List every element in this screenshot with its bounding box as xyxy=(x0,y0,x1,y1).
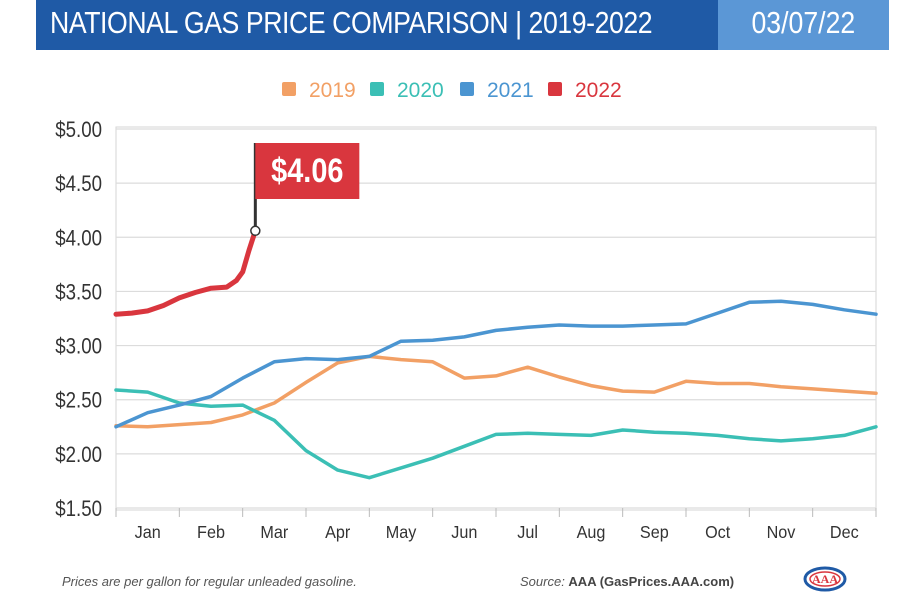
grid-lines xyxy=(116,128,876,509)
chart-title: NATIONAL GAS PRICE COMPARISON | 2019-202… xyxy=(36,0,718,50)
legend-label-2019: 2019 xyxy=(309,79,356,102)
series-lines xyxy=(113,228,878,480)
legend-swatch-2020 xyxy=(370,82,384,96)
y-tick-label: $2.00 xyxy=(55,444,102,468)
legend-label-2021: 2021 xyxy=(487,79,534,102)
x-tick-label: Jun xyxy=(451,522,477,542)
gas-price-chart: 2019 2020 2021 2022 $5.00 $4.50 $4.00 $3.50 $3.… xyxy=(55,79,878,542)
series-line-2019 xyxy=(114,354,878,429)
legend-label-2020: 2020 xyxy=(397,79,444,102)
y-tick-label: $2.50 xyxy=(55,389,102,413)
x-tick-label: Oct xyxy=(705,522,730,542)
x-tick-label: Apr xyxy=(325,522,350,542)
y-tick-label: $1.50 xyxy=(55,498,102,522)
x-tick-label: Aug xyxy=(577,522,606,542)
plot-area xyxy=(115,126,877,511)
x-tick-label: Sep xyxy=(640,522,669,542)
callout-flag xyxy=(255,143,360,199)
series-line-2020 xyxy=(114,388,878,480)
x-axis: Jan Feb Mar Apr May Jun Jul Aug Sep Oct Nov Dec xyxy=(115,508,877,542)
x-tick-label: Mar xyxy=(260,522,288,542)
x-tick-label: Jan xyxy=(135,522,161,542)
y-tick-label: $5.00 xyxy=(55,119,102,143)
x-tick-label: Jul xyxy=(517,522,538,542)
y-tick-label: $4.00 xyxy=(55,227,102,251)
price-callout: $4.06 xyxy=(250,143,360,237)
legend-swatch-2019 xyxy=(282,82,296,96)
callout-label: $4.06 xyxy=(271,151,343,190)
x-tick-label: May xyxy=(386,522,417,542)
x-tick-label: Nov xyxy=(767,522,796,542)
x-tick-label: Feb xyxy=(197,522,225,542)
footnote: Prices are per gallon for regular unlead… xyxy=(62,574,357,589)
date-badge: 03/07/22 xyxy=(718,0,889,50)
y-tick-label: $3.50 xyxy=(55,281,102,305)
legend-swatch-2022 xyxy=(548,82,562,96)
y-axis: $5.00 $4.50 $4.00 $3.50 $3.00 $2.50 $2.00 $1.50 xyxy=(55,119,102,522)
header-bar: NATIONAL GAS PRICE COMPARISON | 2019-202… xyxy=(36,0,889,50)
legend-swatch-2021 xyxy=(460,82,474,96)
series-line-2021 xyxy=(114,299,878,429)
aaa-logo-icon: AAA xyxy=(803,566,847,592)
svg-text:AAA: AAA xyxy=(812,572,838,586)
legend-label-2022: 2022 xyxy=(575,79,622,102)
y-tick-label: $4.50 xyxy=(55,173,102,197)
callout-point xyxy=(250,225,261,237)
source-credit: Source: AAA (GasPrices.AAA.com) xyxy=(520,574,735,589)
x-tick-label: Dec xyxy=(830,522,859,542)
y-tick-label: $3.00 xyxy=(55,335,102,359)
series-line-2022 xyxy=(113,228,258,317)
chart-legend: 2019 2020 2021 2022 xyxy=(282,79,622,102)
